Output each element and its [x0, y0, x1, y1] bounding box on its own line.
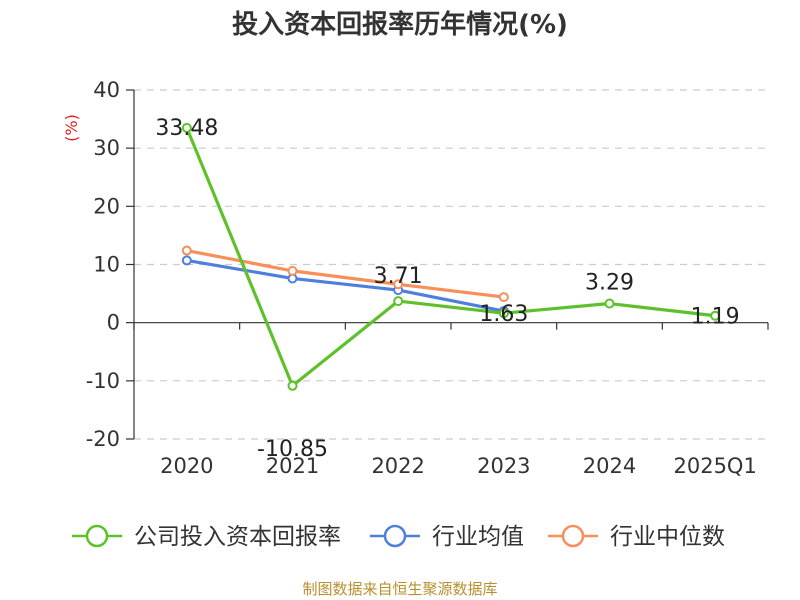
y-tick-label: 20: [93, 194, 120, 218]
series-line: [185, 127, 716, 388]
series-line: [186, 258, 505, 313]
data-labels: 33.48 -10.85 3.71 1.63 3.29 1.19: [155, 116, 739, 462]
y-tick-label: 40: [93, 78, 120, 102]
legend-marker: [561, 524, 585, 548]
data-point: [181, 245, 192, 256]
data-point: [181, 122, 192, 133]
chart-title: 投入资本回报率历年情况(%): [232, 10, 568, 40]
data-point: [710, 310, 721, 321]
x-tick-label: 2021: [266, 454, 319, 478]
x-tick-label: 2025Q1: [673, 454, 756, 478]
data-point: [287, 380, 298, 391]
data-label: -10.85: [257, 437, 328, 462]
y-axis-label: (%): [62, 114, 81, 142]
data-point: [181, 255, 192, 266]
data-point: [287, 265, 298, 276]
series-group: [181, 122, 721, 391]
series-line: [186, 248, 505, 299]
data-point: [498, 308, 509, 319]
legend-label: 公司投入资本回报率: [134, 524, 341, 550]
legend: 公司投入资本回报率 行业均值 行业中位数: [72, 524, 725, 550]
data-label: 1.63: [479, 302, 528, 327]
y-tick-label: 30: [93, 136, 120, 160]
x-tick-label: 2023: [477, 454, 530, 478]
data-point: [393, 279, 404, 290]
data-label: 33.48: [155, 116, 218, 141]
x-tick-label: 2022: [371, 454, 424, 478]
axes: -20 -10 0 10 20 30 40 2020 2021 2022 2023 2024 2025Q…: [86, 78, 769, 478]
legend-label: 行业中位数: [610, 524, 725, 550]
grid-lines: [134, 89, 768, 440]
x-tick-label: 2020: [160, 454, 213, 478]
source-note: 制图数据来自恒生聚源数据库: [302, 580, 498, 598]
data-point: [498, 292, 509, 303]
y-tick-label: 0: [107, 311, 120, 335]
data-label: 1.19: [691, 305, 740, 330]
data-label: 3.29: [585, 271, 634, 296]
data-label: 3.71: [374, 264, 423, 289]
legend-marker: [383, 524, 407, 548]
data-point: [393, 296, 404, 307]
x-tick-label: 2024: [583, 454, 636, 478]
legend-marker: [85, 524, 109, 548]
y-tick-label: -10: [86, 369, 120, 393]
data-point: [604, 298, 615, 309]
y-tick-label: -20: [86, 427, 120, 451]
legend-label: 行业均值: [432, 524, 524, 550]
y-tick-label: 10: [93, 253, 120, 277]
